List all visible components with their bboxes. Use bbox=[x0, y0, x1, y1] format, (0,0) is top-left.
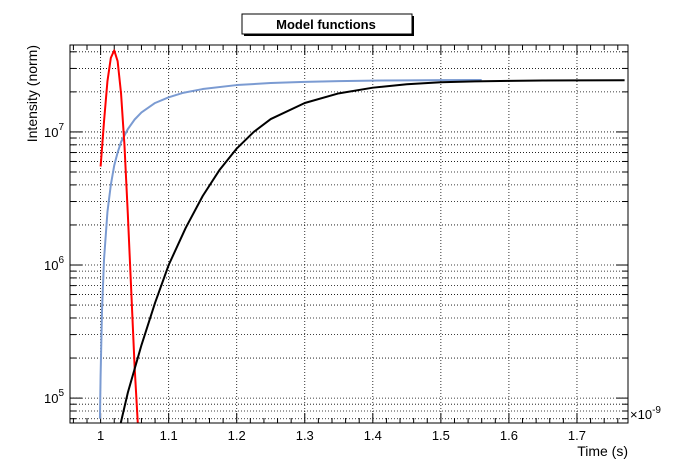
plot-background bbox=[70, 45, 628, 423]
x-exponent-label: ×10-9 bbox=[630, 405, 661, 422]
minor-ticks bbox=[70, 45, 628, 423]
series-black-line bbox=[119, 79, 625, 423]
x-tick-label: 1.7 bbox=[568, 428, 586, 443]
chart-title: Model functions bbox=[276, 17, 376, 32]
x-tick-labels: 1 1.1 1.2 1.3 1.4 1.5 1.6 1.7 bbox=[97, 428, 586, 443]
y-tick-label: 106 bbox=[44, 255, 64, 273]
y-axis-title: Intensity (norm) bbox=[24, 45, 40, 142]
y-tick-label: 105 bbox=[44, 388, 64, 406]
x-tick-label: 1.3 bbox=[296, 428, 314, 443]
plot-frame bbox=[69, 44, 629, 424]
x-tick-label: 1.1 bbox=[160, 428, 178, 443]
x-tick-label: 1.5 bbox=[432, 428, 450, 443]
y-tick-labels: 105 106 107 bbox=[44, 122, 64, 406]
chart-title-box: Model functions bbox=[241, 13, 414, 36]
x-tick-label: 1 bbox=[97, 428, 104, 443]
grid-lines bbox=[70, 45, 628, 423]
x-axis-title: Time (s) bbox=[577, 443, 628, 459]
y-tick-label: 107 bbox=[44, 122, 64, 140]
x-tick-label: 1.6 bbox=[500, 428, 518, 443]
series-group bbox=[98, 49, 625, 423]
series-blue-line bbox=[98, 79, 482, 419]
x-tick-label: 1.2 bbox=[228, 428, 246, 443]
x-tick-label: 1.4 bbox=[364, 428, 382, 443]
